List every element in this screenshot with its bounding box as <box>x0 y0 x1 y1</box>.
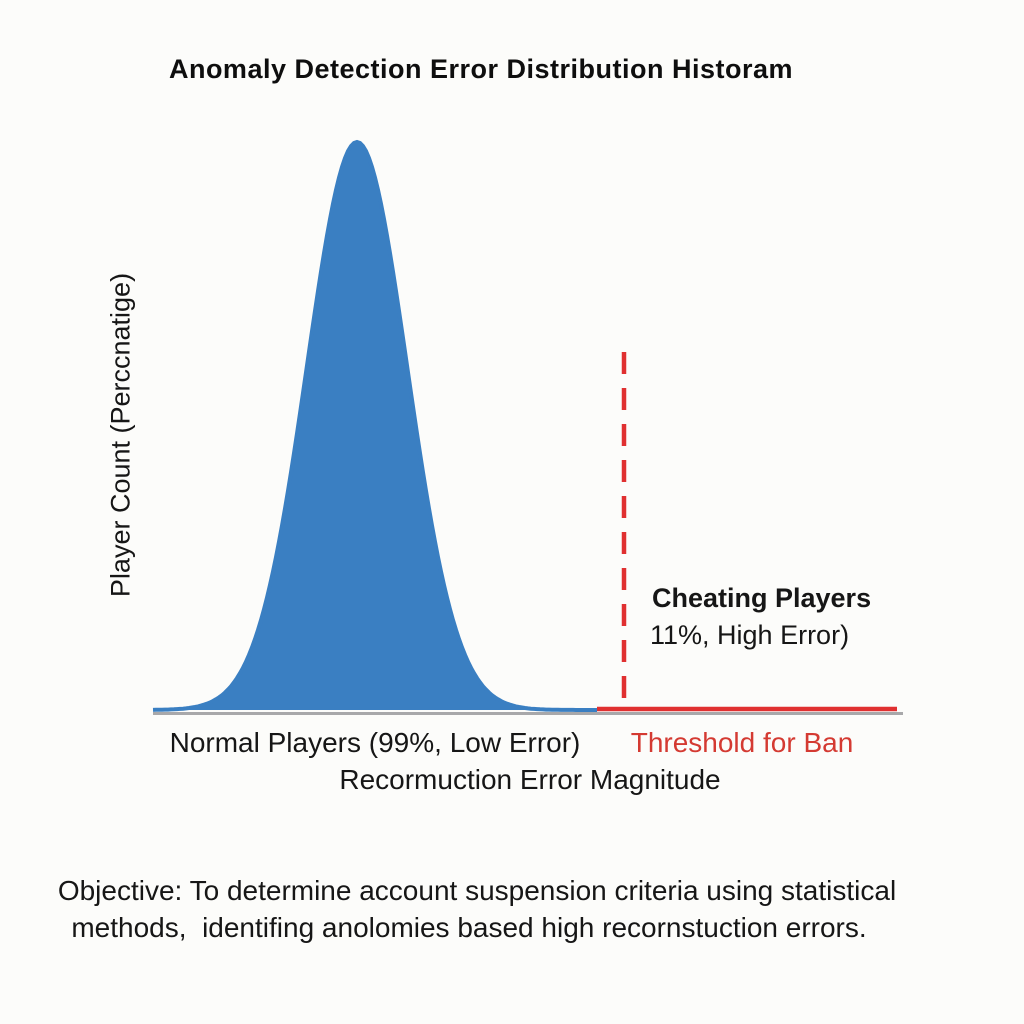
annotation-cheating-players-title: Cheating Players <box>652 583 872 613</box>
objective-text-line2: methods, identifing anolomies based high… <box>71 912 867 943</box>
y-axis-label: Player Count (Perccnatige) <box>105 272 136 598</box>
normal-players-label: Normal Players (99%, Low Error) <box>169 727 581 758</box>
annotation-cheating-players-value: 11%, High Error) <box>650 620 850 650</box>
normal-distribution-outline <box>152 139 597 712</box>
normal-distribution-area <box>153 142 597 710</box>
threshold-for-ban-label: Threshold for Ban <box>630 727 854 758</box>
objective-text-line1: Objective: To determine account suspensi… <box>57 875 897 906</box>
page-title: Anomaly Detection Error Distribution His… <box>168 54 794 84</box>
x-axis-label: Recormuction Error Magnitude <box>339 764 721 795</box>
